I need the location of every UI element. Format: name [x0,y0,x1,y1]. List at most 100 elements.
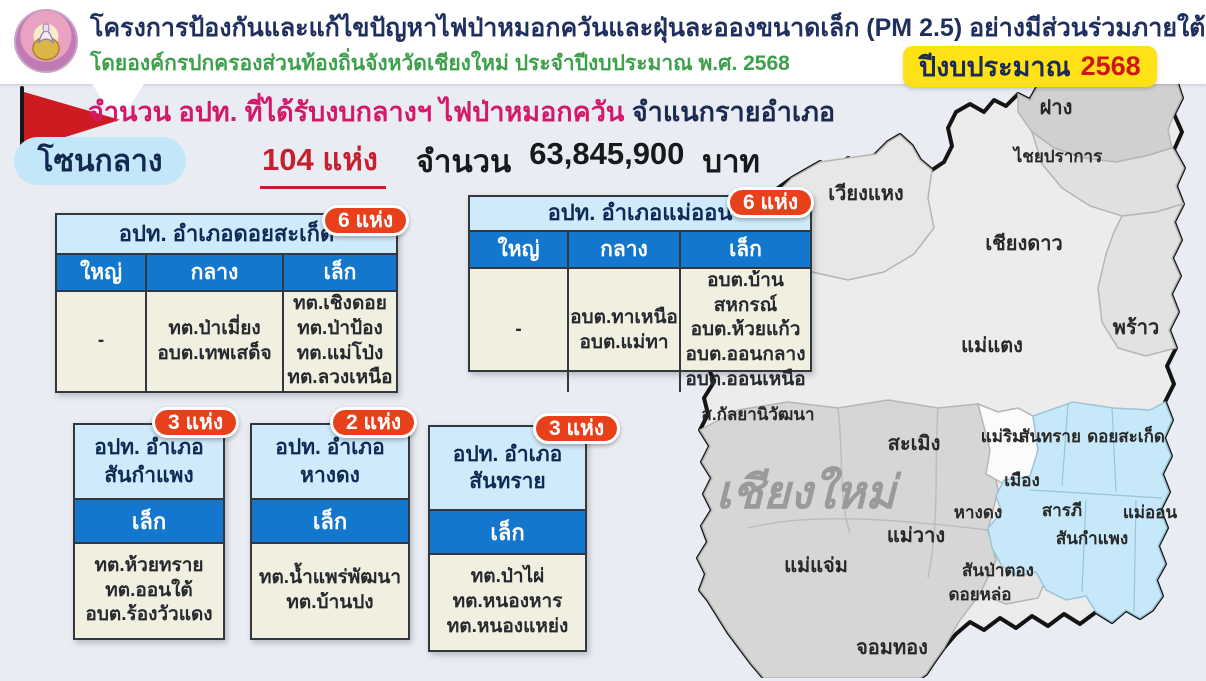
table-title: อปท. อำเภอ สันทราย [430,427,585,511]
flag-pole [20,86,24,178]
highlight-inner-line-2 [1111,407,1117,493]
org-name: อบต.ห้วยแก้ว [690,319,801,341]
zone-label-pill: โซนกลาง [14,137,186,185]
table-column-headers: เล็ก [75,500,223,544]
map-label-samoeng: สะเมิง [888,433,941,455]
map-label-doi-lo: ดอยหล่อ [948,585,1011,604]
count-badge-mae-on: 6 แห่ง [727,187,815,218]
table-title-line2: สันทราย [469,470,546,493]
budget-amount: จำนวน 63,845,900 บาท [416,136,760,186]
map-watermark-chiang-mai: เชียงใหม่ [716,465,902,518]
map-label-chai-prakan: ไชยปราการ [1012,146,1103,166]
fiscal-year-value: 2568 [1080,51,1141,81]
amount-prefix: จำนวน [415,144,512,179]
count-badge-san-kamphaeng: 3 แห่ง [152,407,240,438]
org-name: อบต.ร้องวัวแดง [85,604,213,626]
map-label-mae-wang: แม่วาง [887,525,945,547]
table-hang-dong: อปท. อำเภอ หางดง เล็ก ทต.น้ำแพร่พัฒนา ทต… [250,423,410,640]
org-name: ทต.หนองหาร [452,591,563,613]
highlight-inner-line-4 [1081,499,1087,593]
cell-small: อบต.บ้านสหกรณ์ อบต.ห้วยแก้ว อบต.ออนกลาง … [679,269,810,393]
table-mae-on: อปท. อำเภอแม่ออน ใหญ่ กลาง เล็ก - อบต.ทา… [468,195,812,393]
chiang-mai-province-map: เชียงใหม่ ฝาง ไชยปราการ เวียงแหง เชียงดา… [696,66,1186,678]
org-name: - [97,330,105,352]
org-name: ทต.เชิงดอย [293,293,387,315]
cell-large: - [470,269,567,392]
project-subtitle: โดยองค์กรปกครองส่วนท้องถิ่นจังหวัดเชียงใ… [90,52,790,75]
org-name: อบต.เทพเสด็จ [157,342,272,364]
table-san-kamphaeng: อปท. อำเภอ สันกำแพง เล็ก ทต.ห้วยทราย ทต.… [73,423,225,640]
map-label-chiang-dao: เชียงดาว [985,232,1062,255]
org-name: อบต.แม่ทา [579,331,669,353]
table-body: ทต.น้ำแพร่พัฒนา ทต.บ้านปง [252,544,408,638]
map-label-saraphi: สารภี [1042,500,1082,520]
province-seal-logo [14,9,78,73]
table-column-headers: ใหญ่ กลาง เล็ก [57,255,396,292]
map-label-fang: ฝาง [1040,97,1073,119]
org-name: ทต.แม่โป่ง [296,342,384,364]
org-name: อบต.บ้านสหกรณ์ [707,270,784,316]
col-header-small: เล็ก [282,255,396,290]
org-name: - [515,319,522,341]
org-name: ทต.ป่าไผ่ [470,566,545,588]
map-label-galyani-vadhana: ส.กัลยานิวัฒนา [701,405,814,424]
org-name: อบต.ออนกลาง [685,344,806,366]
org-name: ทต.ออนใต้ [105,579,193,601]
org-count: 104 แห่ง [260,134,386,189]
table-san-sai: อปท. อำเภอ สันทราย เล็ก ทต.ป่าไผ่ ทต.หนอ… [428,425,587,652]
cell-small: ทต.เชิงดอย ทต.ป่าป้อง ทต.แม่โป่ง ทต.ลวงเ… [282,292,396,391]
table-body: - ทต.ป่าเมี่ยง อบต.เทพเสด็จ ทต.เชิงดอย ท… [57,292,396,391]
org-name: ทต.หนองแหย่ง [446,615,569,637]
col-header-medium: กลาง [145,255,282,290]
section-title: จำนวน อปท. ที่ได้รับงบกลางฯ ไฟป่าหมอกควั… [88,90,835,133]
map-label-mae-on: แม่ออน [1123,503,1178,522]
table-body: ทต.ป่าไผ่ ทต.หนองหาร ทต.หนองแหย่ง [430,555,585,650]
cell-small: ทต.น้ำแพร่พัฒนา ทต.บ้านปง [252,544,408,638]
table-column-headers: ใหญ่ กลาง เล็ก [470,232,810,269]
org-name: ทต.ห้วยทราย [94,554,204,576]
amount-value: 63,845,900 [529,136,685,171]
district-west-cluster-shape [697,399,999,678]
table-body: - อบต.ทาเหนือ อบต.แม่ทา อบต.บ้านสหกรณ์ อ… [470,269,810,393]
fiscal-year-label: ปีงบประมาณ [919,52,1071,82]
map-label-mueang: เมือง [1004,470,1040,490]
highlight-inner-line-5 [1133,499,1137,613]
col-header-large: ใหญ่ [497,238,540,261]
map-label-phrao: พร้าว [1113,316,1159,339]
map-label-mae-rim: แม่ริม [981,427,1024,446]
count-badge-doi-saket: 6 แห่ง [322,205,410,236]
table-body: ทต.ห้วยทราย ทต.ออนใต้ อบต.ร้องวัวแดง [75,544,223,638]
table-column-headers: เล็ก [252,500,408,544]
col-header-small: เล็ก [131,508,167,534]
header-bar: โครงการป้องกันและแก้ไขปัญหาไฟป่าหมอกควัน… [0,0,1206,84]
highlight-inner-line-1 [1061,403,1069,487]
cell-small: ทต.ป่าไผ่ ทต.หนองหาร ทต.หนองแหย่ง [430,555,585,650]
seal-emblem-icon [32,23,60,61]
org-name: ทต.ลวงเหนือ [287,367,393,389]
map-label-mae-chaem: แม่แจ่ม [784,555,848,577]
map-label-hang-dong: หางดง [954,503,1002,522]
org-name: ทต.ป่าเมี่ยง [168,317,261,339]
col-header-large: ใหญ่ [80,261,122,284]
district-phrao-shape [1097,202,1185,357]
table-title-line1: อปท. อำเภอ [275,436,385,460]
cell-medium: ทต.ป่าเมี่ยง อบต.เทพเสด็จ [145,292,282,391]
table-column-headers: เล็ก [430,511,585,555]
col-header-small: เล็ก [490,519,525,545]
section-title-highlight: จำนวน อปท. ที่ได้รับงบกลางฯ ไฟป่าหมอกควั… [88,97,625,127]
map-label-san-pa-tong: สันป่าตอง [962,561,1034,580]
table-title-line1: อปท. อำเภอ [452,442,563,466]
central-zone-highlight-shape [987,400,1173,623]
cell-medium: อบต.ทาเหนือ อบต.แม่ทา [567,269,679,393]
district-inner-line-1 [837,407,851,534]
district-inner-line-2 [927,407,939,579]
project-title: โครงการป้องกันและแก้ไขปัญหาไฟป่าหมอกควัน… [90,14,1206,42]
org-name: ทต.น้ำแพร่พัฒนา [258,567,402,589]
org-name: ทต.ป่าป้อง [297,317,383,339]
table-title-line2: สันกำแพง [104,463,194,487]
section-title-rest: จำแนกรายอำเภอ [631,97,836,127]
cell-large: - [57,292,145,391]
col-header-medium: กลาง [567,232,679,267]
table-title-line2: หางดง [300,463,360,487]
